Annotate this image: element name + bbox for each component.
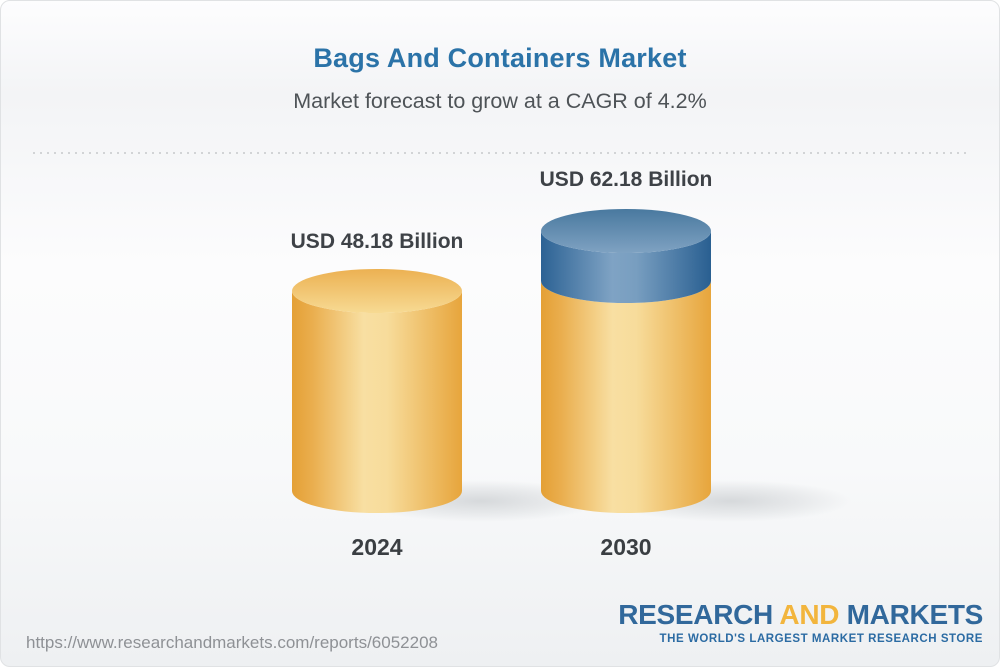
logo-wordmark: RESEARCH AND MARKETS [618, 599, 983, 631]
report-url: https://www.researchandmarkets.com/repor… [26, 633, 438, 652]
chart-subtitle: Market forecast to grow at a CAGR of 4.2… [293, 89, 707, 113]
logo-word-research: RESEARCH [618, 599, 773, 630]
bar-2030-top-cap [541, 209, 711, 253]
logo-word-markets: MARKETS [846, 599, 984, 630]
bar-2024-value-label: USD 48.18 Billion [290, 230, 464, 253]
bar-2024-top-cap [292, 269, 462, 313]
chart-title: Bags And Containers Market [313, 43, 687, 73]
bar-2030-cylinder [541, 209, 711, 513]
bar-2030-value-label: USD 62.18 Billion [539, 168, 713, 191]
bar-2024-category-label: 2024 [351, 534, 403, 560]
research-and-markets-logo: RESEARCH AND MARKETS THE WORLD'S LARGEST… [618, 599, 983, 645]
bar-2030-growth-segment [541, 231, 711, 303]
bar-2030-category-label: 2030 [600, 534, 652, 560]
bar-2024-body [292, 291, 462, 513]
bar-2024-cylinder [292, 269, 462, 513]
top-dotted-gridline [33, 152, 967, 154]
bar-2030-base-segment [541, 281, 711, 513]
logo-tagline: THE WORLD'S LARGEST MARKET RESEARCH STOR… [659, 633, 983, 645]
logo-word-and: AND [779, 599, 840, 630]
